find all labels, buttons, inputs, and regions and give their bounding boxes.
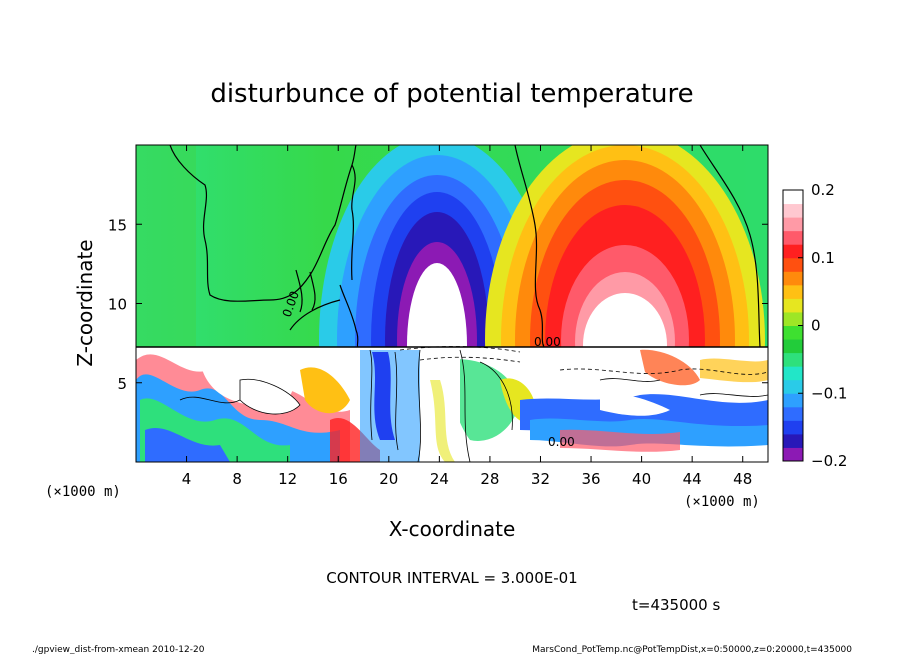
x-tick-label: 32 <box>531 470 550 488</box>
colorbar-ticks: 0.2 0.1 0 −0.1 −0.2 <box>798 181 847 470</box>
colorbar-swatch <box>783 420 803 435</box>
colorbar-tick-label: 0.2 <box>811 181 835 199</box>
contour-interval-text: CONTOUR INTERVAL = 3.000E-01 <box>326 569 577 587</box>
x-tick-label: 28 <box>480 470 499 488</box>
colorbar-swatch <box>783 298 803 313</box>
colorbar-swatch <box>783 379 803 394</box>
colorbar <box>783 190 803 462</box>
x-tick-label: 40 <box>632 470 651 488</box>
colorbar-tick-label: 0.1 <box>811 249 835 267</box>
contour-label: 0.00 <box>534 335 561 349</box>
positive-anomaly-plume <box>485 145 765 462</box>
colorbar-swatch <box>783 393 803 408</box>
colorbar-swatch <box>783 352 803 367</box>
colorbar-swatch <box>783 257 803 272</box>
colorbar-swatch <box>783 203 803 218</box>
contour-lines-lower <box>136 346 768 462</box>
x-tick-label: 36 <box>581 470 600 488</box>
x-axis: 4 8 12 16 20 24 28 32 36 40 44 48 <box>182 145 752 488</box>
colorbar-swatch <box>783 271 803 286</box>
x-axis-unit-right: (×1000 m) <box>684 494 760 510</box>
x-tick-label: 48 <box>733 470 752 488</box>
heatmap-field <box>136 145 768 462</box>
footer-left: ./gpview_dist-from-xmean 2010-12-20 <box>32 645 205 654</box>
contour-label: 0.00 <box>548 435 575 449</box>
colorbar-swatch <box>783 244 803 259</box>
x-tick-label: 24 <box>430 470 449 488</box>
x-tick-label: 12 <box>278 470 297 488</box>
contour-lines <box>169 145 761 348</box>
footer-right: MarsCond_PotTemp.nc@PotTempDist,x=0:5000… <box>532 645 852 654</box>
colorbar-swatch <box>783 311 803 326</box>
colorbar-swatch <box>783 366 803 381</box>
colorbar-swatch <box>783 339 803 354</box>
x-axis-label: X-coordinate <box>389 517 516 541</box>
colorbar-swatch <box>783 190 803 205</box>
colorbar-swatch <box>783 217 803 232</box>
time-label: t=435000 s <box>632 596 720 614</box>
x-tick-label: 4 <box>182 470 192 488</box>
colorbar-tick-label: 0 <box>811 317 821 335</box>
y-tick-label: 15 <box>108 216 127 234</box>
colorbar-swatch <box>783 447 803 462</box>
colorbar-swatch <box>783 406 803 421</box>
x-tick-label: 20 <box>379 470 398 488</box>
colorbar-swatch <box>783 284 803 299</box>
x-axis-unit-left: (×1000 m) <box>45 484 121 500</box>
x-tick-label: 16 <box>329 470 348 488</box>
colorbar-swatch <box>783 433 803 448</box>
x-tick-label: 8 <box>232 470 242 488</box>
x-tick-label: 44 <box>683 470 702 488</box>
colorbar-tick-label: −0.1 <box>811 384 847 402</box>
y-axis: 5 10 15 <box>108 216 768 393</box>
lower-turbulent-layer <box>136 347 768 462</box>
colorbar-tick-label: −0.2 <box>811 452 847 470</box>
chart-title: disturbunce of potential temperature <box>210 79 693 109</box>
y-axis-label: Z-coordinate <box>73 239 97 366</box>
colorbar-swatch <box>783 230 803 245</box>
y-tick-label: 10 <box>108 296 127 314</box>
y-tick-label: 5 <box>117 375 127 393</box>
colorbar-swatch <box>783 325 803 340</box>
